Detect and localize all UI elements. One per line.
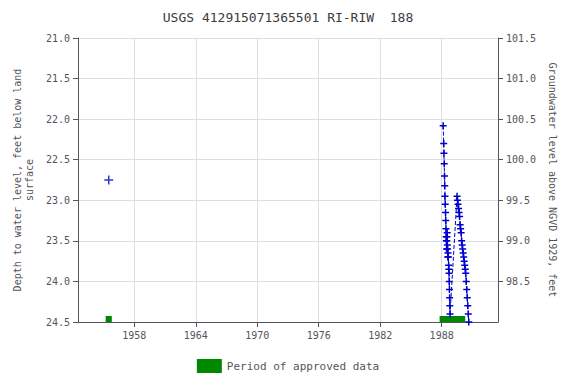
svg-text:surface: surface bbox=[24, 159, 35, 201]
svg-text:23.0: 23.0 bbox=[46, 195, 70, 206]
svg-text:24.5: 24.5 bbox=[46, 317, 70, 328]
svg-text:21.5: 21.5 bbox=[46, 73, 70, 84]
svg-text:22.0: 22.0 bbox=[46, 114, 70, 125]
svg-text:100.5: 100.5 bbox=[506, 114, 536, 125]
svg-text:100.0: 100.0 bbox=[506, 154, 536, 165]
svg-text:24.0: 24.0 bbox=[46, 276, 70, 287]
svg-text:1982: 1982 bbox=[368, 330, 392, 341]
svg-text:Period of approved data: Period of approved data bbox=[227, 360, 379, 373]
svg-text:22.5: 22.5 bbox=[46, 154, 70, 165]
svg-text:Depth to water level, feet bel: Depth to water level, feet below land bbox=[12, 69, 23, 292]
svg-text:23.5: 23.5 bbox=[46, 235, 70, 246]
svg-text:1958: 1958 bbox=[122, 330, 146, 341]
svg-text:1976: 1976 bbox=[307, 330, 331, 341]
svg-text:Groundwater level above NGVD 1: Groundwater level above NGVD 1929, feet bbox=[547, 63, 558, 298]
svg-text:1964: 1964 bbox=[184, 330, 208, 341]
svg-text:101.0: 101.0 bbox=[506, 73, 536, 84]
svg-text:USGS 412915071365501 RI-RIW 1: USGS 412915071365501 RI-RIW 188 bbox=[163, 10, 413, 25]
svg-text:98.5: 98.5 bbox=[506, 276, 530, 287]
svg-text:1970: 1970 bbox=[245, 330, 269, 341]
svg-text:101.5: 101.5 bbox=[506, 33, 536, 44]
svg-text:21.0: 21.0 bbox=[46, 33, 70, 44]
svg-text:99.5: 99.5 bbox=[506, 195, 530, 206]
svg-text:99.0: 99.0 bbox=[506, 235, 530, 246]
svg-text:1988: 1988 bbox=[430, 330, 454, 341]
